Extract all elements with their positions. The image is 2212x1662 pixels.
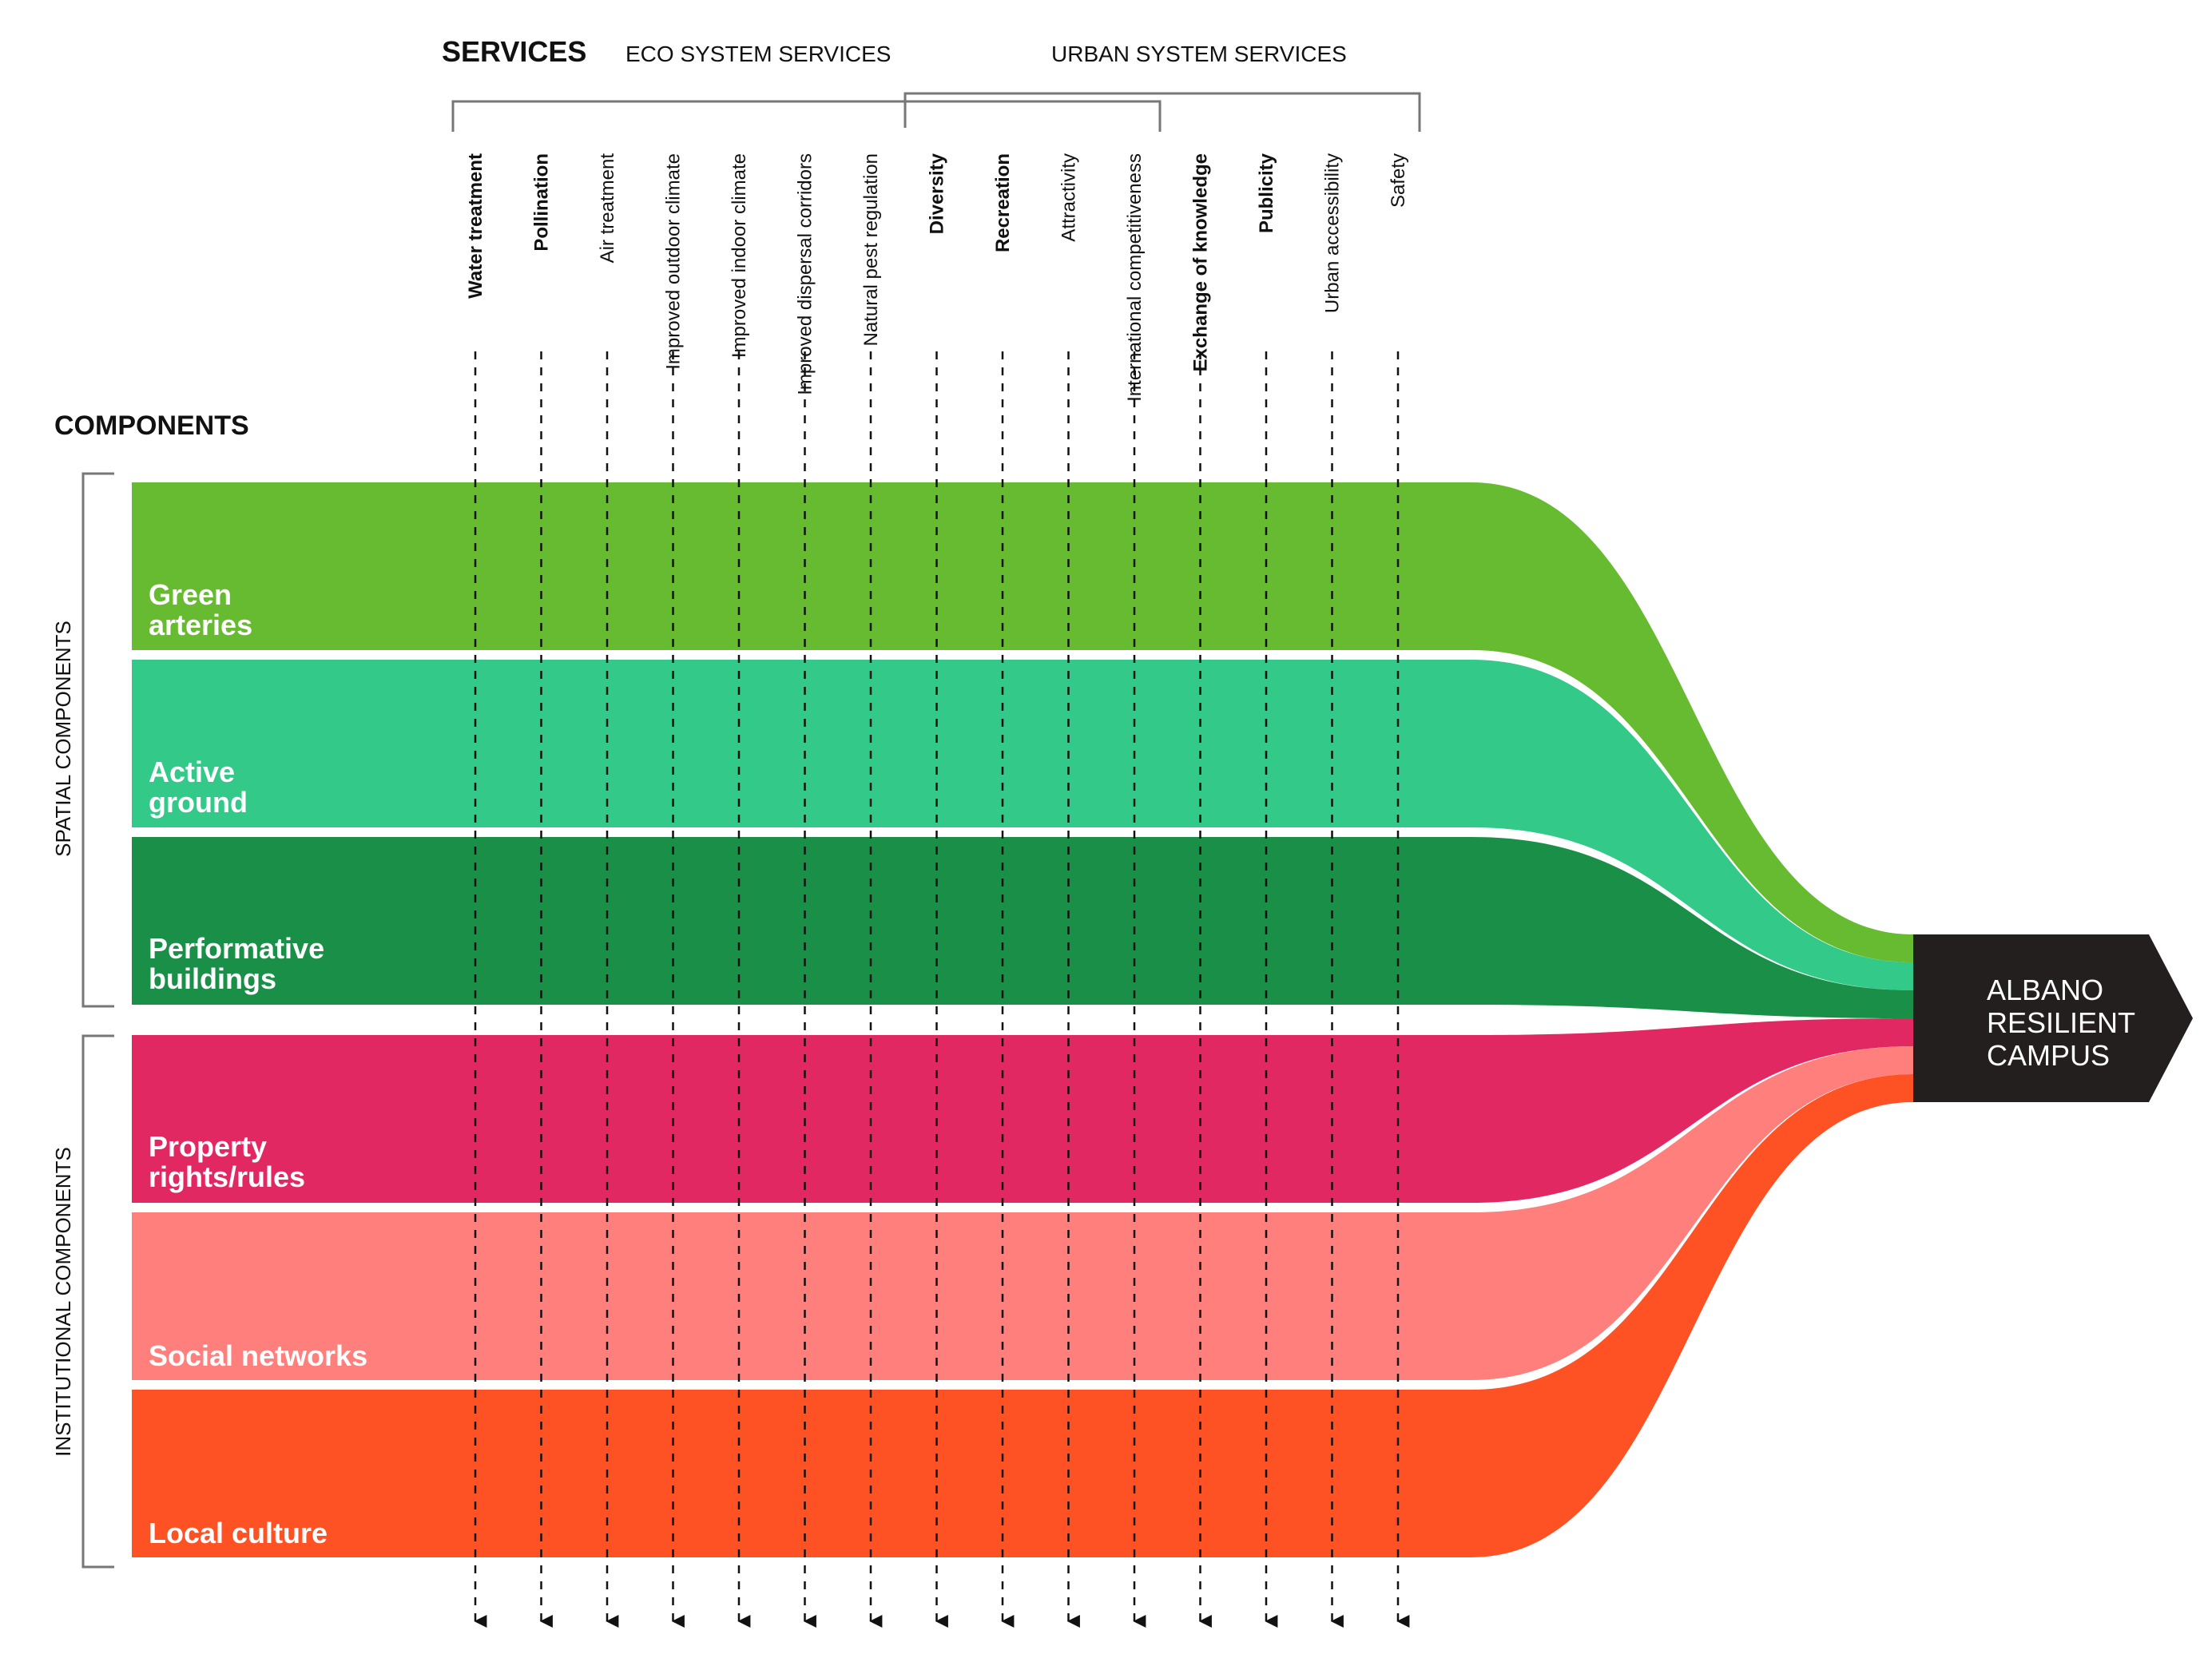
institutional-components-label: INSTITUTIONAL COMPONENTS <box>51 1147 75 1457</box>
component-band-local-culture <box>132 1074 1913 1557</box>
component-band-active-ground <box>132 660 1913 990</box>
urban-services-heading: URBAN SYSTEM SERVICES <box>1051 42 1347 66</box>
service-label-diversity: Diversity <box>927 153 948 234</box>
component-label-property-rights-2: rights/rules <box>149 1160 305 1193</box>
service-label-publicity: Publicity <box>1256 153 1277 233</box>
component-band-social-networks <box>132 1046 1913 1380</box>
component-label-active-ground-2: ground <box>149 786 248 819</box>
component-band-property-rights-rules <box>132 1018 1913 1203</box>
service-label-urban-accessibility: Urban accessibility <box>1322 153 1344 313</box>
components-heading: COMPONENTS <box>54 411 249 441</box>
component-label-local-culture: Local culture <box>149 1517 328 1549</box>
target-box: ALBANO RESILIENT CAMPUS <box>1913 934 2193 1102</box>
spatial-components-bracket <box>81 472 114 1008</box>
component-band-green-arteries <box>132 482 1913 962</box>
target-line-1: ALBANO <box>1987 974 2103 1006</box>
service-label-pollination: Pollination <box>531 153 553 252</box>
eco-services-heading: ECO SYSTEM SERVICES <box>625 42 891 66</box>
service-label-air-treatment: Air treatment <box>597 153 618 264</box>
component-label-active-ground-1: Active <box>149 756 235 788</box>
component-label-property-rights-1: Property <box>149 1130 267 1163</box>
spatial-components-label: SPATIAL COMPONENTS <box>51 621 75 857</box>
service-lines <box>474 351 1410 1628</box>
component-label-social-networks: Social networks <box>149 1339 367 1372</box>
service-label-improved-outdoor-climate: Improved outdoor climate <box>663 153 685 370</box>
component-label-green-arteries-1: Green <box>149 578 232 611</box>
service-label-water-treatment: Water treatment <box>465 153 486 299</box>
service-label-attractivity: Attractivity <box>1058 153 1080 242</box>
component-bands <box>132 482 1913 1557</box>
component-band-performative-buildings <box>132 837 1913 1018</box>
service-label-safety: Safety <box>1388 153 1409 208</box>
urban-services-bracket <box>903 92 1421 132</box>
component-label-green-arteries-2: arteries <box>149 609 252 641</box>
component-label-performative-buildings-1: Performative <box>149 932 324 965</box>
service-label-exchange-of-knowledge: Exchange of knowledge <box>1190 153 1212 371</box>
service-labels: Water treatment Pollination Air treatment I… <box>465 153 1409 401</box>
service-label-improved-indoor-climate: Improved indoor climate <box>729 153 750 358</box>
target-line-3: CAMPUS <box>1987 1039 2110 1072</box>
target-line-2: RESILIENT <box>1987 1006 2135 1039</box>
services-heading: SERVICES <box>442 35 586 68</box>
component-label-performative-buildings-2: buildings <box>149 962 276 995</box>
service-label-natural-pest-regulation: Natural pest regulation <box>860 153 882 346</box>
service-label-improved-dispersal-corridors: Improved dispersal corridors <box>795 153 816 395</box>
eco-services-bracket <box>451 100 1162 132</box>
target-arrow-shape <box>1913 934 2193 1102</box>
service-label-recreation: Recreation <box>992 153 1014 252</box>
component-labels: Green arteries Active ground Performativ… <box>149 578 367 1549</box>
service-label-international-competitiveness: International competitiveness <box>1124 153 1146 402</box>
institutional-components-bracket <box>81 1034 114 1569</box>
